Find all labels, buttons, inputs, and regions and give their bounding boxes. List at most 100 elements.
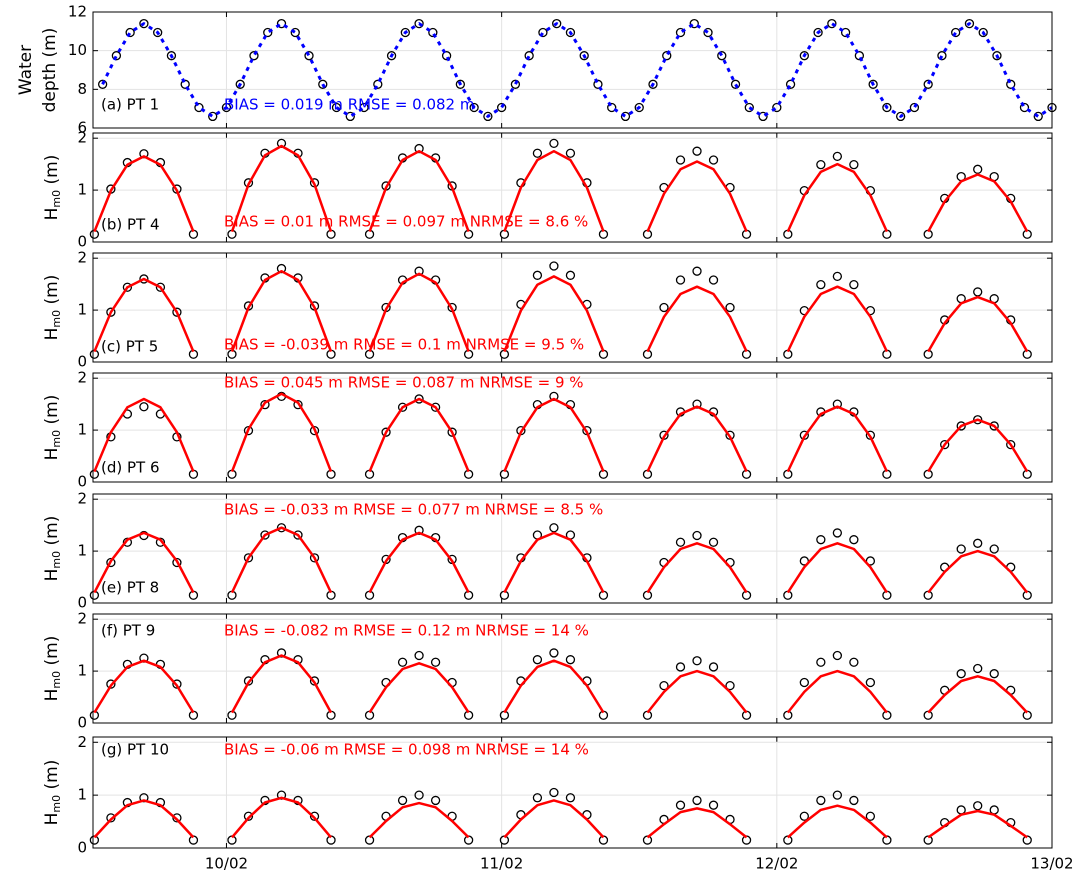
observed-point: [708, 537, 719, 547]
y-tick-label: 1: [77, 662, 87, 680]
observed-point: [799, 51, 809, 61]
observed-point: [692, 399, 702, 409]
y-tick-label: 1: [77, 181, 87, 199]
model-line: [93, 269, 1029, 353]
observed-point: [799, 811, 809, 821]
y-tick-label: 0: [77, 594, 87, 612]
observed-point: [397, 657, 408, 667]
observed-point: [414, 18, 424, 29]
observed-point: [692, 530, 702, 541]
observed-point: [849, 657, 859, 667]
observed-point: [293, 400, 303, 410]
observed-point: [675, 800, 686, 810]
observed-point: [469, 102, 479, 113]
y-tick-label: 2: [77, 733, 87, 751]
observed-point: [717, 51, 727, 61]
observed-point: [896, 111, 906, 122]
observed-point: [816, 657, 826, 667]
observed-point: [496, 102, 507, 113]
observed-point: [276, 523, 287, 533]
observed-point: [973, 415, 983, 425]
observed-point: [882, 102, 892, 113]
y-tick-label: 0: [77, 714, 87, 732]
observed-point: [865, 811, 876, 821]
observed-point: [909, 102, 920, 113]
plot-area: [93, 494, 1052, 603]
plot-area: [93, 737, 1052, 848]
observed-point: [447, 427, 457, 437]
observed-point: [243, 811, 254, 821]
observed-point: [235, 79, 245, 89]
stats-annotation: BIAS = -0.039 m RMSE = 0.1 m NRMSE = 9.5…: [224, 336, 584, 354]
observed-point: [345, 111, 355, 122]
y-axis-label: Water: [16, 45, 36, 95]
observed-point: [309, 553, 320, 563]
y-tick-label: 1: [77, 301, 87, 319]
observed-point: [430, 657, 441, 667]
observed-point: [172, 307, 182, 317]
observed-point: [373, 79, 383, 89]
observed-point: [703, 27, 713, 38]
observed-point: [249, 51, 259, 61]
observed-point: [318, 79, 328, 89]
y-tick-label: 1: [77, 542, 87, 560]
observed-point: [708, 662, 719, 672]
observed-point: [937, 51, 947, 61]
y-tick-label: 2: [77, 610, 87, 628]
observed-point: [1019, 102, 1030, 113]
observed-point: [430, 795, 441, 806]
y-axis-label-main: H: [42, 569, 62, 582]
y-axis-label-unit: (m): [42, 636, 62, 671]
observed-point: [956, 669, 966, 679]
observed-point: [973, 663, 983, 674]
observed-point: [122, 537, 133, 547]
observed-point: [172, 557, 182, 568]
observed-point: [1006, 79, 1016, 89]
x-tick-label: 10/02: [205, 855, 248, 873]
observed-point: [813, 27, 823, 38]
axes-frame: [92, 132, 1053, 243]
y-axis-label-sub: m0: [50, 671, 63, 689]
y-axis-label: Hm0 (m): [42, 760, 63, 826]
observed-point: [675, 662, 686, 672]
observed-point: [849, 795, 859, 806]
observed-point: [331, 102, 342, 113]
axes-frame: [92, 493, 1053, 604]
observed-point: [593, 79, 603, 89]
observed-point: [552, 18, 562, 29]
observed-point: [849, 535, 859, 545]
y-axis-label-sub: m0: [50, 551, 63, 569]
observed-point: [414, 525, 424, 535]
stats-annotation: BIAS = 0.019 m RMSE = 0.082 m: [224, 96, 474, 114]
y-tick-label: 2: [77, 369, 87, 387]
observed-point: [276, 648, 287, 658]
observed-point: [989, 421, 999, 431]
observed-point: [849, 280, 859, 290]
observed-point: [532, 793, 543, 803]
y-axis-label-sub: m0: [50, 190, 63, 208]
observed-point: [675, 155, 686, 165]
observed-point: [1033, 111, 1043, 122]
observed-point: [122, 282, 133, 292]
observed-point: [243, 425, 254, 436]
observed-point: [538, 27, 548, 38]
observed-point: [155, 282, 166, 292]
panel-label: (e) PT 8: [101, 579, 159, 597]
observed-point: [940, 439, 950, 450]
observed-point: [106, 557, 116, 568]
observed-point: [139, 793, 149, 803]
y-axis-label: Hm0 (m): [42, 155, 63, 221]
observed-point: [97, 79, 108, 89]
observed-point: [689, 18, 699, 29]
plot-area: [93, 12, 1052, 128]
observed-point: [992, 51, 1002, 61]
observed-point: [840, 27, 851, 38]
panel-label: (g) PT 10: [101, 741, 169, 759]
y-tick-label: 6: [77, 119, 87, 137]
observed-point: [524, 51, 534, 61]
y-axis-label-sub: m0: [50, 430, 63, 448]
observed-point: [956, 421, 966, 431]
y-axis-label: depth (m): [40, 28, 60, 113]
y-axis-label-unit: (m): [42, 760, 62, 795]
observed-point: [139, 274, 149, 284]
